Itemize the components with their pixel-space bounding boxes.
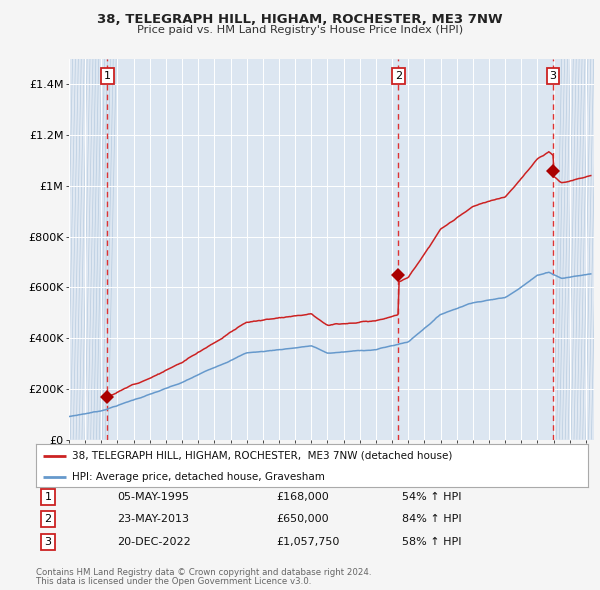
Text: 20-DEC-2022: 20-DEC-2022 [117,537,191,546]
Text: 1: 1 [104,71,111,81]
Text: £1,057,750: £1,057,750 [276,537,340,546]
Text: £168,000: £168,000 [276,492,329,502]
Text: HPI: Average price, detached house, Gravesham: HPI: Average price, detached house, Grav… [72,473,325,483]
Text: £650,000: £650,000 [276,514,329,524]
Text: 05-MAY-1995: 05-MAY-1995 [117,492,189,502]
Text: 58% ↑ HPI: 58% ↑ HPI [402,537,461,546]
Bar [69,59,93,440]
Text: 3: 3 [44,537,52,546]
Text: Price paid vs. HM Land Registry's House Price Index (HPI): Price paid vs. HM Land Registry's House … [137,25,463,35]
Text: 38, TELEGRAPH HILL, HIGHAM, ROCHESTER,  ME3 7NW (detached house): 38, TELEGRAPH HILL, HIGHAM, ROCHESTER, M… [72,451,452,461]
Text: 54% ↑ HPI: 54% ↑ HPI [402,492,461,502]
Text: 2: 2 [395,71,402,81]
Text: Contains HM Land Registry data © Crown copyright and database right 2024.: Contains HM Land Registry data © Crown c… [36,568,371,577]
Text: This data is licensed under the Open Government Licence v3.0.: This data is licensed under the Open Gov… [36,577,311,586]
Text: 1: 1 [44,492,52,502]
Text: 3: 3 [550,71,557,81]
Text: 38, TELEGRAPH HILL, HIGHAM, ROCHESTER, ME3 7NW: 38, TELEGRAPH HILL, HIGHAM, ROCHESTER, M… [97,13,503,26]
Text: 84% ↑ HPI: 84% ↑ HPI [402,514,461,524]
Bar [562,59,594,440]
Text: 2: 2 [44,514,52,524]
Text: 23-MAY-2013: 23-MAY-2013 [117,514,189,524]
